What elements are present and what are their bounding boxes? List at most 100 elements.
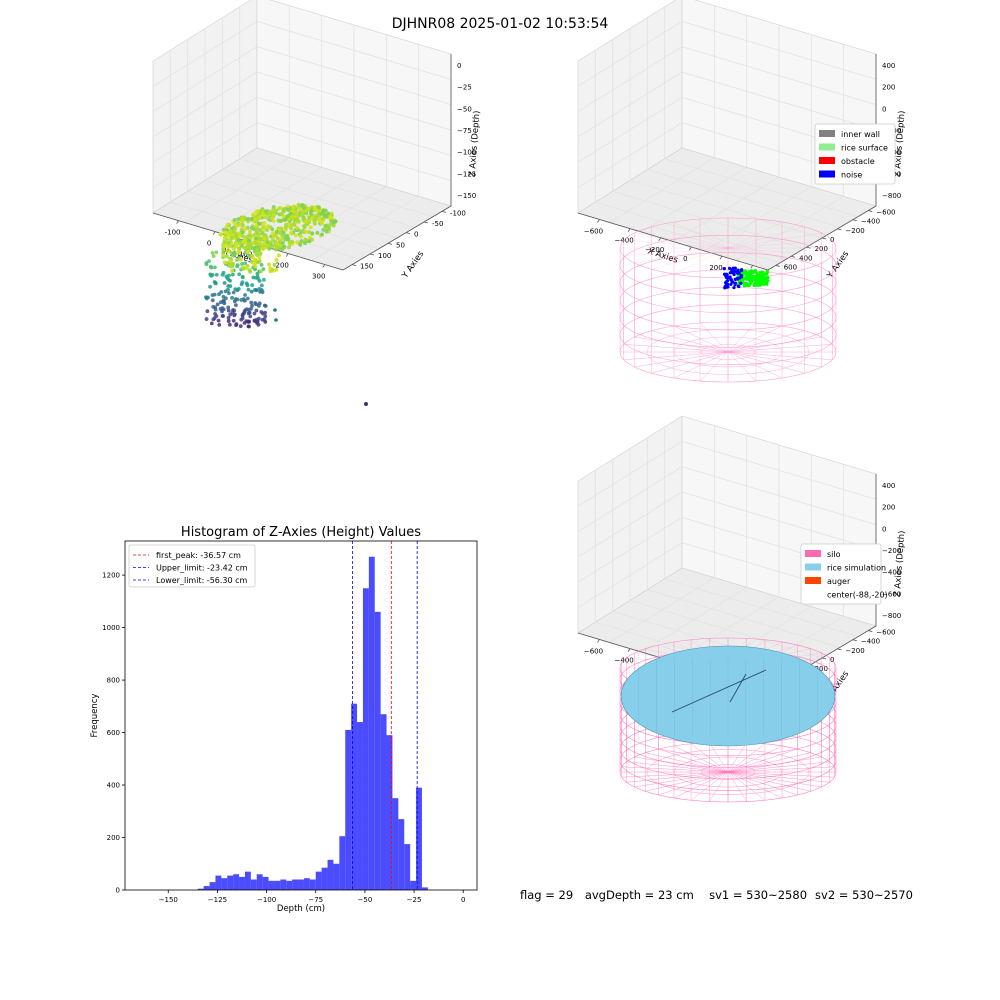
raw-point [263,320,268,324]
raw-point [223,289,228,294]
noise-point [739,268,744,273]
histogram-legend-label: Lower_limit: -56.30 cm [156,576,248,585]
histogram-legend-label: first_peak: -36.57 cm [156,551,241,560]
raw-point [304,229,309,234]
raw-point [231,318,236,323]
x-tick-mark [658,237,662,242]
raw-point [256,231,261,236]
rice-surface-point [760,276,764,281]
histogram-bar [274,880,281,890]
noise-point [737,271,741,275]
raw-point [247,241,252,246]
raw-point [322,213,327,218]
raw-point [258,269,263,274]
floor-grid-line [311,195,419,261]
histogram-bar [362,588,369,890]
raw-point [248,233,253,238]
raw-point [222,243,227,248]
histogram-bar [292,879,299,890]
raw-point [273,208,278,213]
raw-point [312,221,317,226]
raw-point [263,314,268,319]
raw-point [232,312,237,317]
floor-grid-line [736,195,844,261]
raw-point [317,208,322,213]
y-tick-mark [423,221,429,224]
raw-point [295,225,300,230]
raw-point [246,320,251,324]
rice-surface-point [761,272,765,276]
raw-point [226,315,231,320]
raw-point [214,250,219,255]
sim-legend-label: auger [827,577,851,586]
raw-point [240,280,245,285]
raw-point [261,267,266,272]
raw-point [281,209,286,214]
raw-point [301,206,306,211]
histogram-bar [233,874,240,890]
histogram-x-label: Depth (cm) [277,904,325,914]
x-tick-mark [212,231,216,235]
raw-outlier-point [274,318,278,322]
raw-point [254,302,259,307]
raw-point [247,268,252,273]
raw-point [253,217,258,222]
raw-point [285,237,290,242]
y-tick-mark [837,648,842,651]
x-tick-mark [597,219,600,223]
histogram-bar [374,611,381,890]
x-tick-label: -100 [165,229,181,237]
rice-surface-point [765,280,769,284]
raw-point [221,299,226,304]
raw-point [256,276,261,281]
histogram-bar [315,871,322,890]
noise-point [731,280,735,284]
raw-point [222,260,227,265]
raw-point [246,307,251,312]
raw-point [208,284,212,289]
raw-point [217,292,221,297]
raw-point [250,283,255,288]
histogram-bar [368,556,375,890]
raw-point [250,303,254,308]
raw-point [241,234,246,239]
y-tick-mark [837,228,842,231]
histogram-bar [221,878,228,890]
rice-surface-point [743,271,747,275]
noise-point [724,275,728,279]
raw-point [250,255,255,260]
classify-legend-swatch [819,130,835,137]
raw-point [238,241,243,246]
y-tick-label: 50 [396,241,405,249]
raw-point [270,238,275,243]
raw-point [248,246,253,251]
histogram-y-label: Frequency [90,694,100,738]
raw-point [211,317,216,322]
raw-point [267,262,272,267]
auger-line [729,673,747,703]
back-grid-line [256,20,452,80]
raw-point [232,299,237,304]
classify-silo-roof-spoke [727,247,833,256]
raw-point [256,322,261,327]
raw-point [276,253,281,258]
raw-point [269,216,274,221]
x-tick-label: 100 [239,251,252,259]
sim-legend-swatch [805,563,821,571]
raw-point [283,225,288,230]
raw-point [254,223,259,228]
raw-point [281,214,286,219]
rice-surface-point [762,281,766,286]
rice-surface-point [757,273,761,277]
y-tick-mark [821,657,827,660]
x-tick-mark [176,220,179,224]
raw-point [295,240,300,245]
left-grid-line [577,440,683,507]
rice-surface-point [749,281,753,285]
classify-silo-roof-spoke [634,232,729,249]
raw-point [254,242,259,247]
histogram-bar [386,735,393,890]
x-tick-label: −200 [645,246,664,254]
raw-point [246,287,251,292]
z-tick-label: −800 [882,192,901,200]
